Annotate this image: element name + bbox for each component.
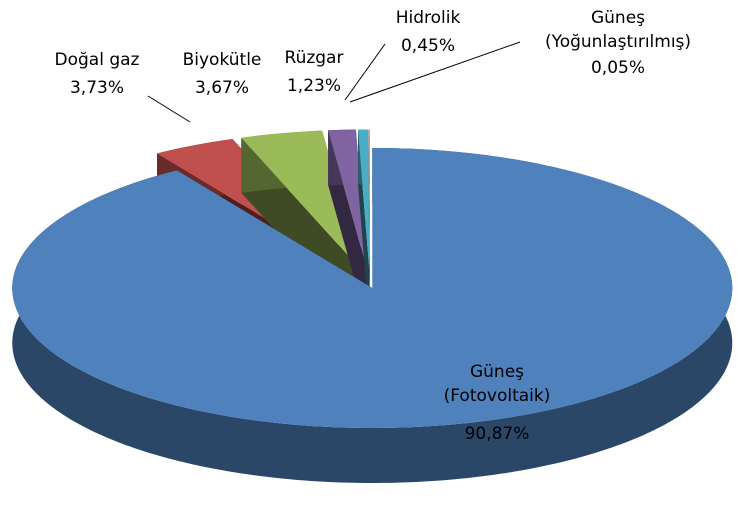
pie-slice [368, 129, 370, 325]
leader-line [147, 95, 191, 123]
label-text: Biyokütle [182, 50, 262, 70]
label-text: 0,05% [590, 58, 645, 78]
slice-top [358, 129, 370, 270]
data-label: 1,23% [286, 76, 341, 96]
label-text: Rüzgar [284, 48, 344, 68]
data-label: 3,73% [69, 78, 124, 98]
label-text: 0,45% [400, 36, 455, 56]
label-text: Güneş (Yoğunlaştırılmış) [544, 8, 692, 52]
data-label: Doğal gaz [54, 50, 140, 70]
data-label: Hidrolik [395, 8, 461, 28]
leader-line [349, 41, 521, 103]
slice-top [12, 147, 733, 428]
label-text: 1,23% [286, 76, 341, 96]
data-label: 0,45% [400, 36, 455, 56]
label-text: 3,67% [194, 78, 249, 98]
slice-top [368, 129, 370, 270]
data-label: Güneş (Fotovoltaik) [443, 362, 551, 406]
leader-line [344, 43, 386, 101]
data-label: 90,87% [464, 424, 530, 444]
pie-slice [12, 147, 733, 483]
pie-slice [358, 129, 370, 325]
label-text: Hidrolik [395, 8, 461, 28]
data-label: Biyokütle [182, 50, 262, 70]
data-label: Güneş (Yoğunlaştırılmış) [544, 8, 692, 52]
label-text: 90,87% [464, 424, 530, 444]
data-label: 3,67% [194, 78, 249, 98]
label-text: Güneş (Fotovoltaik) [443, 362, 551, 406]
data-label: Rüzgar [284, 48, 344, 68]
data-label: 0,05% [590, 58, 645, 78]
label-text: Doğal gaz [54, 50, 140, 70]
slice-top [328, 129, 368, 270]
label-text: 3,73% [69, 78, 124, 98]
